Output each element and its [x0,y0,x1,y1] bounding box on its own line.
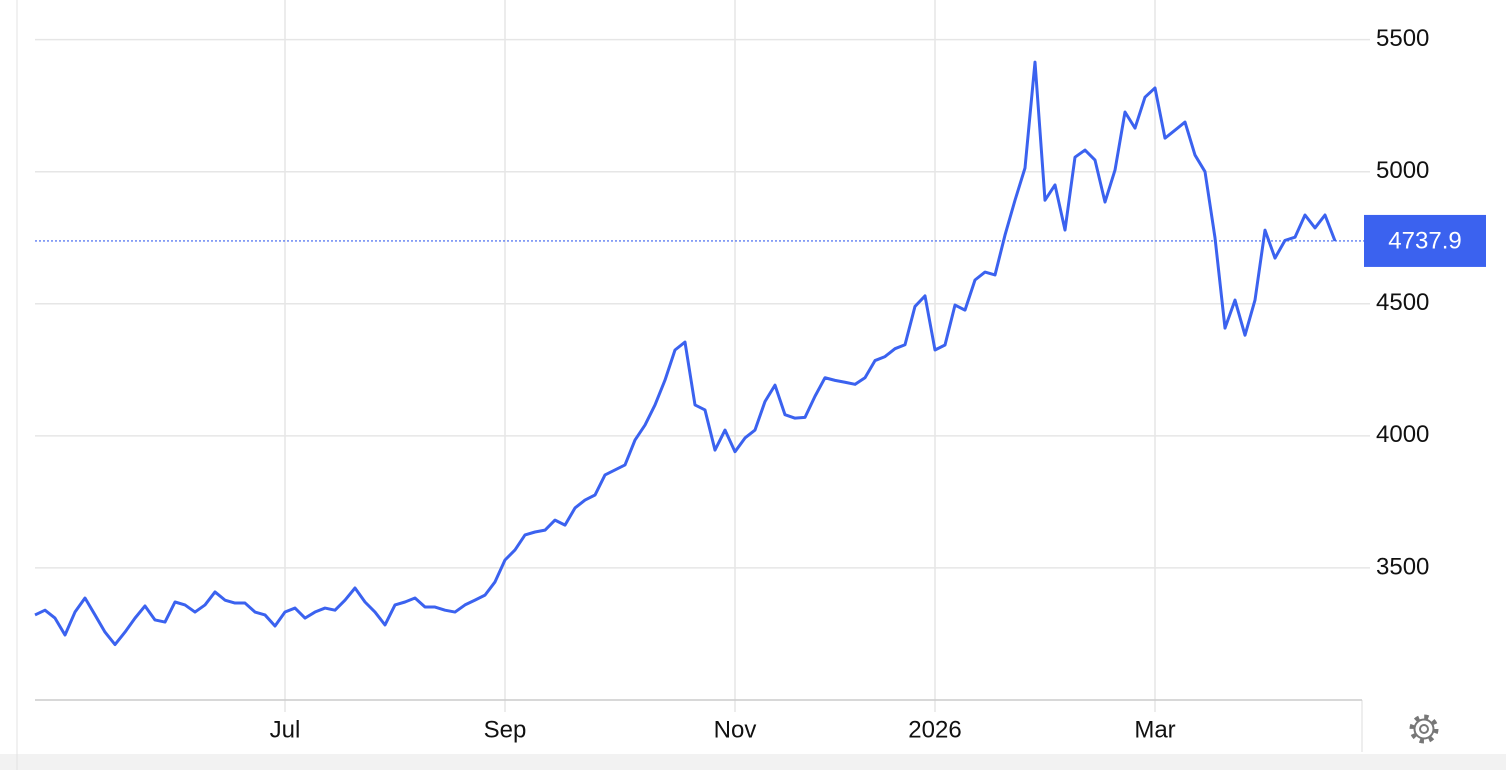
settings-gear[interactable] [1409,714,1439,744]
gear-ring [1413,718,1435,740]
y-tick-label: 5500 [1376,25,1429,52]
gear-hub [1419,724,1429,734]
x-tick-label: Sep [484,716,527,743]
y-tick-label: 3500 [1376,553,1429,580]
last-value-label: 4737.9 [1388,227,1461,254]
y-tick-label: 5000 [1376,157,1429,184]
x-tick-label: 2026 [908,716,961,743]
x-tick-label: Nov [714,716,757,743]
bottom-band [0,754,1506,770]
price-line [34,60,1337,647]
x-tick-label: Mar [1134,716,1175,743]
y-tick-label: 4000 [1376,421,1429,448]
gear-teeth [1409,714,1439,744]
last-value-box [1364,214,1486,267]
y-tick-label: 4500 [1376,289,1429,316]
x-tick-label: Jul [270,716,301,743]
